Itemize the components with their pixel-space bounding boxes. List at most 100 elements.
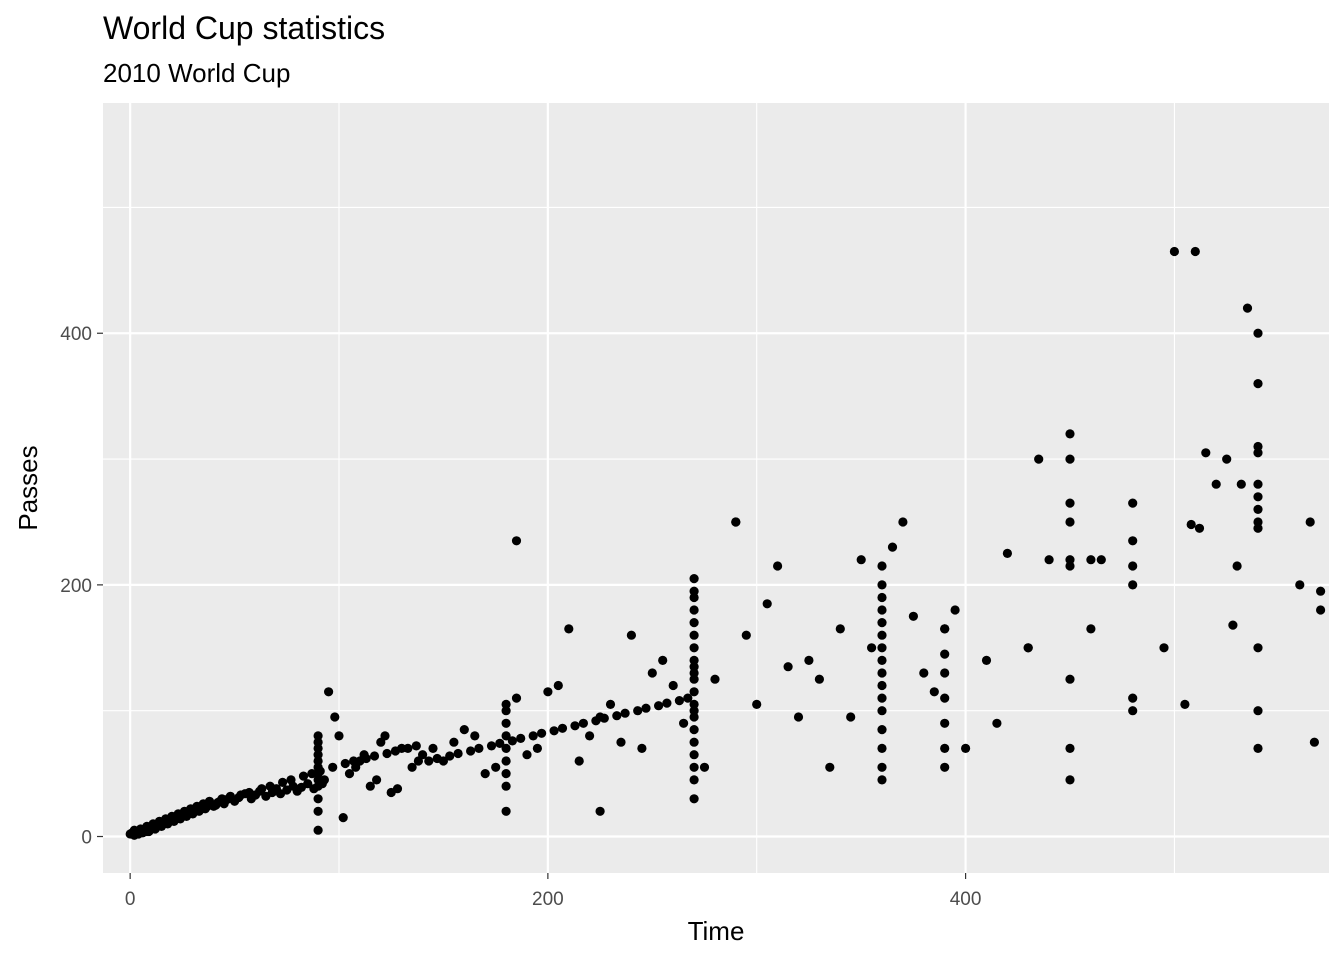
data-point bbox=[1023, 643, 1033, 653]
data-point bbox=[1316, 586, 1326, 596]
data-point bbox=[507, 736, 517, 746]
data-point bbox=[689, 775, 699, 785]
data-point bbox=[313, 731, 323, 741]
data-point bbox=[453, 748, 463, 759]
data-point bbox=[877, 561, 887, 571]
data-point bbox=[244, 787, 254, 798]
data-point bbox=[908, 611, 919, 621]
data-point bbox=[793, 712, 804, 722]
data-point bbox=[392, 784, 403, 794]
data-point bbox=[286, 775, 296, 785]
data-point bbox=[1186, 519, 1196, 530]
data-point bbox=[501, 706, 511, 716]
data-point bbox=[411, 741, 421, 751]
data-point bbox=[307, 769, 317, 779]
y-tick-label: 0 bbox=[81, 828, 92, 849]
data-point bbox=[403, 743, 413, 754]
data-point bbox=[1128, 693, 1138, 703]
data-point bbox=[1065, 429, 1075, 439]
data-point bbox=[315, 766, 325, 776]
data-point bbox=[382, 748, 392, 759]
data-point bbox=[236, 790, 246, 800]
data-point bbox=[877, 693, 887, 703]
data-point bbox=[501, 743, 511, 754]
data-point bbox=[328, 762, 338, 772]
data-point bbox=[647, 668, 657, 678]
data-point bbox=[1065, 674, 1075, 684]
data-point bbox=[668, 680, 678, 691]
data-point bbox=[877, 655, 887, 666]
x-tick-label: 0 bbox=[125, 889, 136, 910]
data-point bbox=[741, 630, 751, 640]
data-point bbox=[1253, 504, 1263, 514]
data-point bbox=[1065, 498, 1075, 508]
data-point bbox=[528, 731, 538, 741]
data-point bbox=[710, 674, 720, 684]
data-point bbox=[731, 517, 741, 527]
data-point bbox=[1242, 303, 1253, 313]
data-point bbox=[1253, 643, 1263, 653]
data-point bbox=[1253, 517, 1263, 527]
data-point bbox=[470, 731, 480, 741]
data-points bbox=[125, 246, 1326, 840]
data-point bbox=[449, 737, 459, 747]
data-point bbox=[459, 725, 469, 735]
data-point bbox=[1086, 624, 1096, 634]
data-point bbox=[543, 687, 553, 697]
data-point bbox=[553, 680, 563, 691]
data-point bbox=[940, 668, 950, 678]
data-point bbox=[689, 750, 699, 760]
data-point bbox=[265, 781, 275, 791]
data-point bbox=[846, 712, 856, 722]
data-point bbox=[1201, 448, 1211, 458]
data-point bbox=[674, 696, 685, 706]
data-point bbox=[1065, 775, 1075, 785]
data-point bbox=[578, 718, 589, 728]
y-tick-label: 200 bbox=[60, 576, 92, 597]
data-point bbox=[689, 712, 699, 722]
data-point bbox=[1305, 517, 1315, 527]
data-point bbox=[825, 762, 835, 772]
data-point bbox=[689, 630, 699, 640]
data-point bbox=[424, 756, 434, 766]
data-point bbox=[877, 725, 887, 735]
data-point bbox=[1295, 580, 1305, 590]
plot-panel bbox=[103, 103, 1329, 873]
data-point bbox=[940, 743, 950, 754]
data-point bbox=[919, 668, 929, 678]
data-point bbox=[344, 769, 355, 779]
data-point bbox=[1236, 479, 1246, 489]
data-point bbox=[1253, 441, 1263, 452]
data-point bbox=[689, 762, 699, 772]
data-point bbox=[1228, 620, 1238, 630]
data-point bbox=[689, 706, 699, 716]
data-point bbox=[626, 630, 637, 640]
data-point bbox=[1194, 523, 1205, 533]
data-point bbox=[1034, 454, 1044, 464]
x-tick-label: 400 bbox=[950, 889, 982, 910]
data-point bbox=[1128, 498, 1138, 508]
data-point bbox=[501, 806, 511, 816]
data-point bbox=[599, 713, 609, 723]
data-point bbox=[532, 743, 543, 754]
data-point bbox=[605, 699, 616, 710]
data-point bbox=[591, 716, 601, 726]
data-point bbox=[950, 605, 960, 615]
data-point bbox=[1253, 492, 1263, 502]
data-point bbox=[501, 769, 511, 779]
data-point bbox=[585, 731, 595, 741]
data-point bbox=[522, 750, 532, 760]
data-point bbox=[877, 668, 887, 678]
data-point bbox=[940, 718, 950, 728]
data-point bbox=[658, 655, 668, 666]
data-point bbox=[1253, 479, 1263, 489]
data-point bbox=[313, 825, 323, 835]
data-point bbox=[612, 711, 622, 721]
data-point bbox=[1253, 379, 1263, 389]
data-point bbox=[223, 794, 233, 804]
data-point bbox=[330, 712, 340, 722]
data-point bbox=[407, 762, 417, 772]
data-point bbox=[501, 756, 511, 766]
data-point bbox=[595, 806, 605, 816]
data-point bbox=[516, 733, 526, 744]
